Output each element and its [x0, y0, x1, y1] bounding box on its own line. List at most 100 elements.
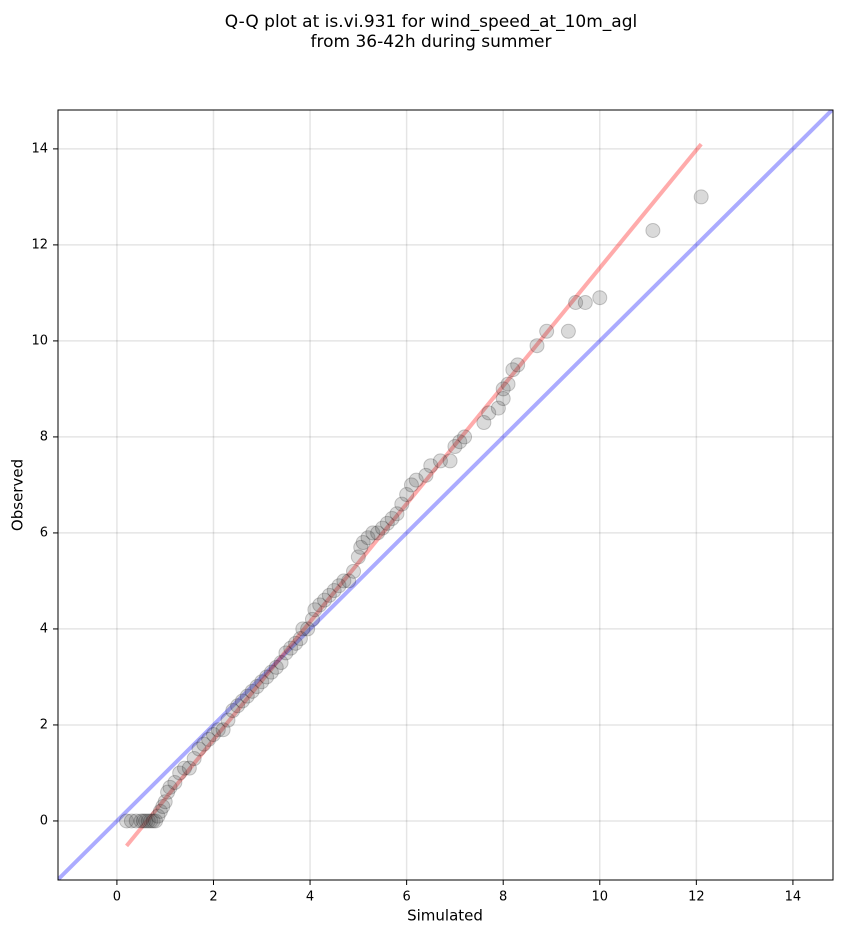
- chart-subtitle: from 36-42h during summer: [311, 32, 552, 52]
- point: [336, 573, 352, 589]
- point: [529, 338, 545, 354]
- point: [505, 362, 521, 378]
- point: [457, 429, 473, 445]
- point: [432, 453, 448, 469]
- reference-line: [125, 142, 703, 848]
- point: [172, 765, 188, 781]
- point: [196, 736, 212, 752]
- y-tick-label: 12: [31, 237, 48, 252]
- point: [346, 563, 362, 579]
- point: [495, 391, 511, 407]
- plot-frame: [57, 109, 834, 881]
- point: [148, 813, 164, 829]
- point: [191, 741, 207, 757]
- point: [283, 640, 299, 656]
- point: [360, 530, 376, 546]
- point: [365, 525, 381, 541]
- point: [389, 506, 405, 522]
- point: [353, 539, 369, 555]
- point: [140, 813, 156, 829]
- point: [292, 631, 308, 647]
- point: [500, 376, 516, 392]
- point: [205, 727, 221, 743]
- point: [249, 679, 265, 695]
- point: [379, 515, 395, 531]
- x-axis-label: Simulated: [407, 907, 483, 925]
- y-tick-label: 2: [40, 717, 48, 732]
- point: [186, 751, 202, 767]
- point: [539, 323, 555, 339]
- point: [476, 415, 492, 431]
- point: [693, 189, 709, 205]
- point: [452, 434, 468, 450]
- point: [490, 400, 506, 416]
- point: [592, 290, 608, 306]
- point: [645, 222, 661, 238]
- point: [300, 621, 316, 637]
- point: [152, 803, 168, 819]
- point: [394, 496, 410, 512]
- point: [317, 592, 333, 608]
- point: [210, 722, 226, 738]
- point: [268, 659, 284, 675]
- reference-line: [58, 110, 833, 880]
- point: [408, 472, 424, 488]
- point: [220, 712, 236, 728]
- point: [215, 722, 231, 738]
- point: [167, 775, 183, 791]
- point: [481, 405, 497, 421]
- point: [119, 813, 135, 829]
- x-tick-label: 10: [592, 890, 609, 905]
- point: [201, 731, 217, 747]
- point: [254, 674, 270, 690]
- point: [403, 477, 419, 493]
- y-tick-label: 0: [40, 813, 48, 828]
- point: [384, 511, 400, 527]
- point: [135, 813, 151, 829]
- point: [350, 549, 366, 565]
- point: [321, 587, 337, 603]
- point: [312, 597, 328, 613]
- point: [568, 295, 584, 310]
- x-tick-label: 0: [113, 890, 121, 905]
- y-tick-label: 10: [31, 333, 48, 348]
- x-tick-label: 6: [402, 890, 410, 905]
- point: [244, 683, 260, 699]
- y-axis-label: Observed: [9, 459, 27, 531]
- point: [157, 794, 173, 810]
- point: [162, 779, 178, 795]
- point: [230, 698, 246, 714]
- point: [370, 525, 386, 541]
- point: [259, 669, 275, 685]
- point: [239, 688, 255, 704]
- point: [399, 487, 415, 503]
- point: [234, 693, 250, 709]
- point: [160, 784, 176, 800]
- x-tick-label: 8: [499, 890, 507, 905]
- point: [145, 813, 161, 829]
- point: [423, 458, 439, 474]
- point: [143, 813, 159, 829]
- point: [155, 799, 171, 815]
- point: [150, 808, 166, 824]
- point: [418, 467, 434, 483]
- point: [133, 813, 149, 829]
- point: [278, 645, 294, 661]
- point: [288, 635, 304, 651]
- plot-area: [58, 110, 833, 880]
- y-tick-label: 8: [40, 429, 48, 444]
- point: [341, 573, 357, 589]
- y-tick-label: 6: [40, 525, 48, 540]
- point: [510, 357, 526, 373]
- point: [442, 453, 458, 469]
- x-tick-label: 14: [785, 890, 802, 905]
- point: [560, 323, 576, 339]
- chart-title: Q-Q plot at is.vi.931 for wind_speed_at_…: [225, 12, 637, 32]
- point: [447, 439, 463, 455]
- point: [225, 703, 241, 719]
- point: [138, 813, 154, 829]
- y-tick-label: 14: [31, 141, 48, 156]
- point: [304, 611, 320, 627]
- point: [128, 813, 144, 829]
